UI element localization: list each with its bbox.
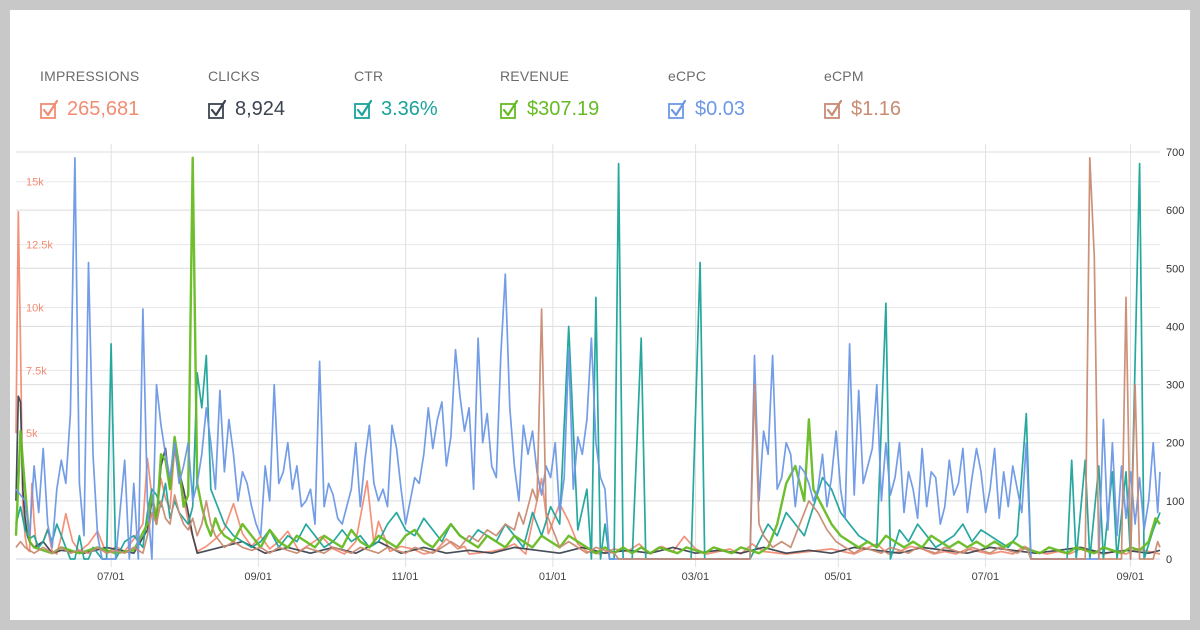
x-tick-label: 01/01 <box>539 571 567 583</box>
series-line-ecpm <box>15 156 1161 560</box>
stat-row-ecpc: $0.03 <box>668 98 848 121</box>
y-left-tick-label: 5k <box>26 428 38 440</box>
chart-card: IMPRESSIONS 265,681 CLICKS 8,924 CTR 3.36% REV… <box>10 10 1190 620</box>
stat-value-ecpc: $0.03 <box>695 98 746 120</box>
y-right-tick-label: 600 <box>1166 205 1184 217</box>
y-right-tick-label: 400 <box>1166 321 1184 333</box>
checkbox-icon[interactable] <box>668 99 686 120</box>
stat-label-clicks: CLICKS <box>208 68 260 84</box>
stat-label-impressions: IMPRESSIONS <box>40 68 140 84</box>
x-tick-label: 09/01 <box>1117 571 1145 583</box>
stat-value-ctr: 3.36% <box>381 98 438 120</box>
y-right-tick-label: 500 <box>1166 263 1184 275</box>
x-tick-label: 07/01 <box>97 571 125 583</box>
stat-label-revenue: REVENUE <box>500 68 570 84</box>
y-right-tick-label: 200 <box>1166 438 1184 450</box>
checkbox-icon[interactable] <box>208 99 226 120</box>
checkbox-icon[interactable] <box>40 99 58 120</box>
stat-row-impressions: 265,681 <box>40 98 220 121</box>
stat-ecpc: eCPC $0.03 <box>668 68 848 121</box>
y-left-tick-label: 12.5k <box>26 240 53 252</box>
y-right-tick-label: 100 <box>1166 496 1184 508</box>
stat-row-revenue: $307.19 <box>500 98 680 121</box>
stat-value-impressions: 265,681 <box>67 98 140 120</box>
checkbox-icon[interactable] <box>824 99 842 120</box>
y-left-tick-label: 7.5k <box>26 365 47 377</box>
x-tick-label: 09/01 <box>244 571 272 583</box>
y-left-tick-label: 10k <box>26 302 44 314</box>
stat-row-ctr: 3.36% <box>354 98 534 121</box>
checkbox-icon[interactable] <box>500 99 518 120</box>
series-line-ecpc <box>15 156 1161 560</box>
stat-revenue: REVENUE $307.19 <box>500 68 680 121</box>
x-tick-label: 05/01 <box>824 571 852 583</box>
stat-ecpm: eCPM $1.16 <box>824 68 1004 121</box>
stat-clicks: CLICKS 8,924 <box>208 68 388 121</box>
stat-value-revenue: $307.19 <box>527 98 600 120</box>
stat-value-ecpm: $1.16 <box>851 98 902 120</box>
stat-row-clicks: 8,924 <box>208 98 388 121</box>
series-line-revenue <box>14 156 1161 555</box>
x-tick-label: 11/01 <box>392 571 419 583</box>
stat-impressions: IMPRESSIONS 265,681 <box>40 68 220 121</box>
checkbox-icon[interactable] <box>354 99 372 120</box>
line-chart: 700 600 500 400 300 200 100 0 15k 12.5k 10k 7.5k 5k 0… <box>14 144 1184 583</box>
stat-label-ecpm: eCPM <box>824 68 864 84</box>
stat-row-ecpm: $1.16 <box>824 98 1004 121</box>
x-tick-label: 03/01 <box>682 571 710 583</box>
stat-ctr: CTR 3.36% <box>354 68 534 121</box>
stat-label-ecpc: eCPC <box>668 68 707 84</box>
y-right-tick-label: 0 <box>1166 554 1172 566</box>
stat-value-clicks: 8,924 <box>235 98 286 120</box>
stat-label-ctr: CTR <box>354 68 384 84</box>
x-tick-label: 07/01 <box>972 571 1000 583</box>
y-left-tick-label: 15k <box>26 177 44 189</box>
y-right-tick-label: 300 <box>1166 380 1184 392</box>
y-right-tick-label: 700 <box>1166 147 1184 159</box>
